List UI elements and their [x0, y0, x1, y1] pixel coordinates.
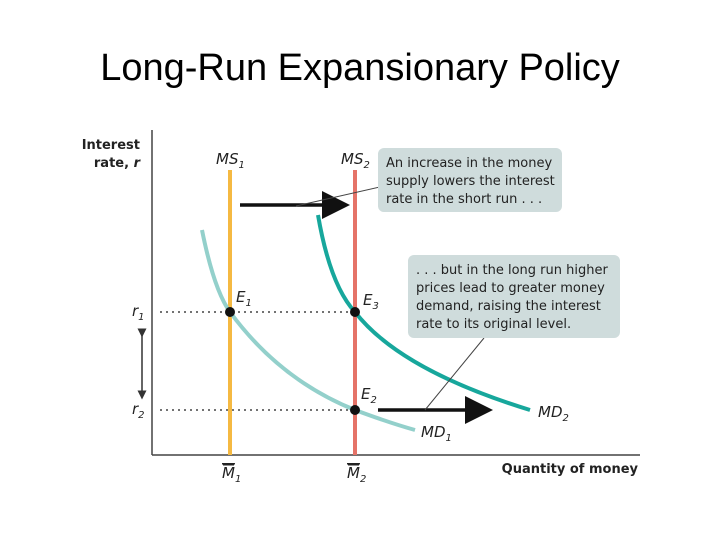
label-main: E	[361, 385, 371, 403]
label-main: MS	[216, 150, 239, 168]
y-axis-label: rate, r	[94, 156, 142, 171]
label-main: M	[347, 464, 360, 482]
e3-label: E3	[363, 291, 379, 312]
label-sub: 1	[446, 433, 452, 444]
label-main: MS	[341, 150, 364, 168]
annotation-line: . . . but in the long run higher	[416, 263, 608, 278]
annotation-box	[378, 148, 562, 212]
y-axis-label-part: rate,	[94, 156, 134, 171]
x-axis-label: Quantity of money	[502, 462, 639, 477]
label-sub: 2	[363, 160, 369, 171]
md1-label: MD1	[421, 423, 452, 444]
annotation-box	[408, 255, 620, 338]
label-sub: 2	[360, 474, 366, 485]
label-main: r	[132, 400, 139, 418]
annotation-line: rate in the short run . . .	[386, 192, 542, 207]
label-main: MD	[538, 403, 563, 421]
annotation-line: supply lowers the interest	[386, 174, 555, 189]
point-e3	[350, 307, 360, 317]
label-sub: 2	[138, 410, 144, 421]
md2-curve	[316, 214, 531, 412]
r1-tick: r1	[132, 302, 145, 323]
annotation-line: rate to its original level.	[416, 317, 571, 332]
ms1-label: MS1	[216, 150, 245, 171]
labels: MS1 MS2 MD1 MD2 E1 E3 E2 r1 r2 M1 M2	[132, 150, 569, 485]
label-sub: 1	[138, 312, 144, 323]
ms2-label: MS2	[341, 150, 370, 171]
label-sub: 1	[245, 298, 251, 309]
annotation-line: An increase in the money	[386, 156, 552, 171]
r2-tick: r2	[132, 400, 145, 421]
e1-label: E1	[236, 288, 252, 309]
point-e2	[350, 405, 360, 415]
m2-tick: M2	[347, 464, 366, 485]
label-main: E	[236, 288, 246, 306]
label-main: M	[222, 464, 235, 482]
label-main: E	[363, 291, 373, 309]
point-e1	[225, 307, 235, 317]
label-sub: 2	[370, 395, 376, 406]
y-axis-label: Interest	[82, 138, 140, 153]
title: Long-Run Expansionary Policy	[100, 47, 620, 89]
label-main: MD	[421, 423, 446, 441]
md1-curve	[200, 229, 416, 432]
annotation-line: prices lead to greater money	[416, 281, 605, 296]
annotations: An increase in the money supply lowers th…	[386, 156, 608, 332]
label-sub: 1	[235, 474, 241, 485]
annotation-line: demand, raising the interest	[416, 299, 601, 314]
label-main: r	[132, 302, 139, 320]
label-sub: 2	[563, 413, 569, 424]
leader-line	[295, 185, 385, 207]
leader-line	[424, 337, 485, 411]
m1-tick: M1	[222, 464, 241, 485]
y-axis-label-var: r	[134, 156, 142, 171]
label-sub: 3	[372, 301, 378, 312]
md2-label: MD2	[538, 403, 569, 424]
e2-label: E2	[361, 385, 377, 406]
label-sub: 1	[238, 160, 244, 171]
